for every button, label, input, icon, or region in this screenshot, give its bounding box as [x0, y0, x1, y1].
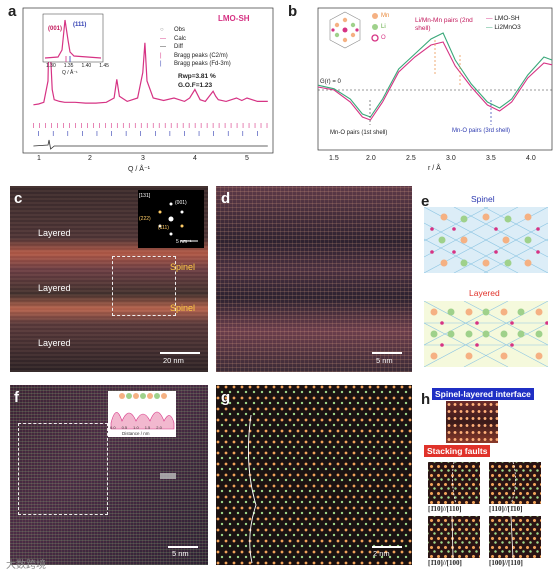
panel-e-spinel-label: Spinel — [471, 194, 495, 204]
panel-c-fft-label-001: (001) — [175, 200, 187, 206]
panel-h-fault-image-2 — [489, 462, 541, 504]
panel-b-letter: b — [288, 3, 298, 20]
panel-f-scale: 5 nm — [172, 549, 189, 558]
panel-h-caption-1: [1̄10]//[110] — [428, 505, 462, 513]
panel-c-scale: 20 nm — [163, 356, 184, 365]
panel-c-letter: c — [14, 190, 23, 207]
panel-e-layered-structure — [423, 300, 549, 368]
panel-h-interface-tag: Spinel-layered interface — [432, 388, 534, 400]
panel-a-sample: LMO-SH — [218, 14, 250, 23]
panel-f-letter: f — [14, 389, 19, 406]
panel-a-letter: a — [8, 3, 17, 20]
panel-b-chart — [317, 7, 553, 151]
panel-c-scalebar — [160, 352, 200, 354]
panel-f-inset-ticks: 0.0 0.5 1.0 1.5 2.0 — [110, 425, 162, 430]
panel-c-fft-label-222: (222) — [139, 216, 151, 222]
panel-f-inset-xlabel: Distance / nm — [122, 431, 150, 436]
panel-a-series-obs — [33, 29, 268, 106]
panel-c-fft-label-111: (111) — [158, 225, 169, 231]
panel-h-fault-image-4 — [489, 516, 541, 558]
panel-a-chart — [22, 7, 274, 154]
panel-h-faults-tag: Stacking faults — [424, 445, 491, 457]
panel-a-inset — [42, 13, 104, 63]
panel-a-inset-label-001: (001) — [48, 26, 63, 32]
panel-c-label-layered-3: Layered — [38, 338, 71, 348]
panel-a-series-diff — [33, 139, 268, 150]
panel-h-fault-image-3 — [428, 516, 480, 558]
panel-c-fft-scale: 5 nm⁻¹ — [176, 239, 192, 245]
panel-b-species-o: O — [381, 35, 386, 41]
panel-a-xlabel: Q / Å⁻¹ — [128, 166, 150, 173]
panel-b-annot-shell1: Mn-O pairs (1st shell) — [330, 130, 388, 136]
panel-e-spinel-structure — [423, 206, 549, 274]
panel-d-scale: 5 nm — [376, 356, 393, 365]
watermark: 大数跨境 — [6, 560, 46, 571]
panel-b-legend: — LMO-SH — Li2MnO3 — [486, 15, 521, 31]
panel-b-series-1 — [317, 32, 553, 118]
panel-f-image — [10, 385, 208, 565]
panel-b-xlabel: r / Å — [428, 165, 441, 172]
panel-a-gof: G.O.F=1.23 — [178, 82, 213, 89]
panel-g-letter: g — [221, 389, 231, 406]
panel-h-caption-3: [1̄10]//[100] — [428, 559, 462, 567]
panel-c-label-spinel-1: Spinel — [170, 262, 196, 272]
panel-a-inset-ticks: 1.30 1.35 1.40 1.45 — [46, 63, 109, 69]
panel-a-xticks: 1 2 3 4 5 — [37, 155, 249, 162]
panel-a-legend: ○ Obs — Calc — Diff | Bragg peaks (C2/m) | Br… — [160, 27, 231, 67]
panel-c-image — [10, 186, 208, 372]
panel-h-interface-image — [446, 401, 498, 443]
panel-f-roi-box — [18, 423, 108, 515]
panel-c-label-layered-2: Layered — [38, 283, 71, 293]
panel-h-caption-2: [110]//[1̄10] — [489, 505, 523, 513]
panel-b-annot-g0: G(r) = 0 — [320, 79, 341, 85]
panel-a-inset-xlabel: Q / Å⁻¹ — [62, 70, 78, 76]
panel-b-annot-shell3: Mn-O pairs (3rd shell) — [452, 128, 511, 134]
panel-h-caption-4: [100]//[110] — [489, 559, 523, 567]
panel-h-letter: h — [421, 391, 431, 408]
panel-e-letter: e — [421, 193, 430, 210]
panel-g-scalebar — [372, 546, 402, 548]
panel-c-roi-box — [112, 256, 176, 316]
panel-e-layered-label: Layered — [469, 288, 500, 298]
panel-b-species-mn: Mn — [381, 13, 390, 19]
panel-g-image — [216, 385, 412, 565]
panel-c-label-layered-1: Layered — [38, 228, 71, 238]
panel-b-annot-shell2: Li/Mn-Mn pairs (2nd shell) — [415, 17, 473, 32]
panel-d-image — [216, 186, 412, 372]
panel-b-xticks: 1.5 2.0 2.5 3.0 3.5 4.0 — [329, 155, 536, 162]
panel-d-letter: d — [221, 190, 231, 207]
panel-b-series-0 — [317, 41, 553, 121]
panel-f-scalebar — [168, 546, 198, 548]
panel-a-inset-label-111: (111) — [73, 22, 87, 28]
panel-g-scale: 2 nm — [373, 549, 390, 558]
panel-b-species-li: Li — [381, 24, 386, 30]
panel-f-inset — [108, 391, 176, 437]
panel-c-fft-inset — [138, 190, 204, 248]
panel-c-label-spinel-2: Spinel — [170, 303, 196, 313]
panel-c-fft-label-131: [131] — [139, 193, 151, 199]
panel-f-profile-marker — [160, 473, 176, 479]
panel-a-rwp: Rwp=3.81 % — [178, 73, 216, 80]
panel-d-scalebar — [372, 352, 402, 354]
panel-h-fault-image-1 — [428, 462, 480, 504]
